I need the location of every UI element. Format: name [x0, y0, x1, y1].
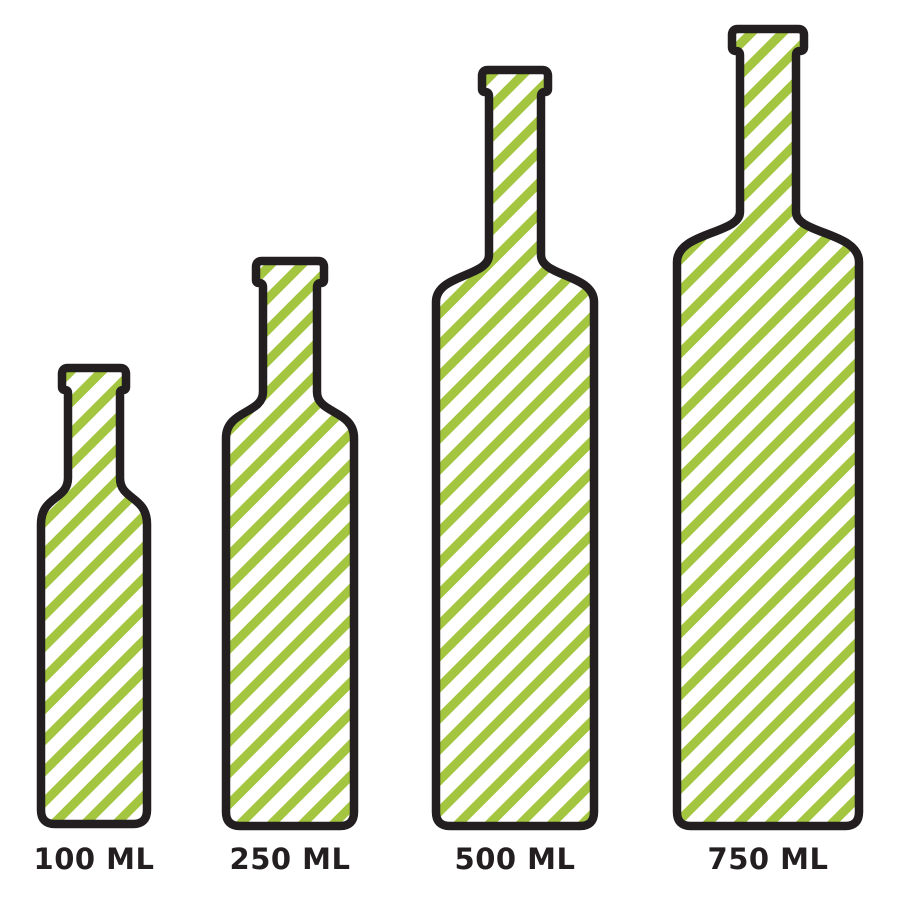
bottle-100ml-label: 100 ML — [34, 842, 155, 876]
bottle-100ml: 100 ML — [34, 363, 155, 876]
bottle-750ml-label: 750 ML — [708, 842, 829, 876]
bottle-250ml-label: 250 ML — [230, 842, 351, 876]
bottle-750ml: 750 ML — [672, 24, 864, 876]
bottle-500ml-shape — [431, 65, 599, 831]
bottle-100ml-shape — [36, 363, 152, 829]
bottle-250ml: 250 ML — [221, 256, 359, 876]
bottle-500ml: 500 ML — [431, 65, 599, 876]
bottle-500ml-label: 500 ML — [455, 842, 576, 876]
bottle-750ml-shape — [672, 24, 864, 831]
bottle-250ml-shape — [221, 256, 359, 831]
